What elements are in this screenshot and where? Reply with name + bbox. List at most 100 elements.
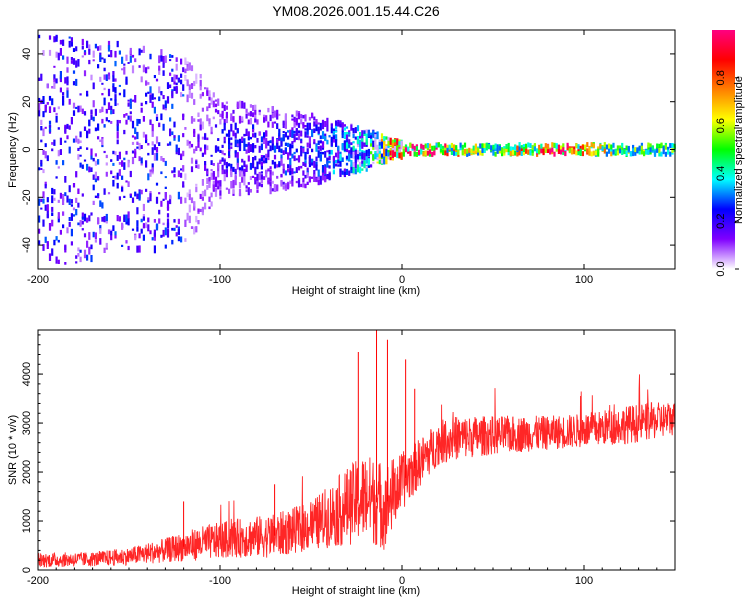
heatmap-cell (142, 116, 145, 122)
heatmap-cell (64, 77, 67, 84)
heatmap-cell (263, 176, 266, 180)
heatmap-cell (79, 93, 82, 96)
heatmap-cell (155, 136, 159, 144)
heatmap-cell (352, 151, 355, 159)
heatmap-cell (555, 143, 558, 149)
heatmap-cell (345, 142, 349, 149)
heatmap-cell (221, 110, 224, 119)
snr-background (38, 330, 675, 570)
heatmap-cell (219, 113, 222, 118)
heatmap-cell (90, 155, 93, 160)
heatmap-cell (131, 228, 135, 231)
heatmap-cell (70, 37, 73, 43)
heatmap-cell (166, 200, 170, 209)
heatmap-cell (265, 130, 268, 137)
heatmap-cell (359, 152, 362, 156)
heatmap-cell (131, 150, 135, 154)
heatmap-cell (295, 180, 298, 184)
heatmap-cell (433, 150, 436, 156)
heatmap-cell (129, 103, 132, 109)
heatmap-cell (330, 127, 333, 134)
heatmap-cell (94, 108, 97, 116)
heatmap-cell (420, 149, 423, 155)
heatmap-cell (88, 119, 91, 126)
heatmap-cell (271, 121, 274, 128)
heatmap-cell (101, 145, 104, 148)
heatmap-cell (217, 162, 220, 169)
heatmap-cell (271, 180, 274, 184)
heatmap-cell (640, 149, 643, 155)
heatmap-cell (173, 74, 176, 82)
heatmap-cell (129, 98, 132, 104)
heatmap-cell (335, 139, 338, 147)
heatmap-cell (660, 142, 663, 148)
heatmap-cell (260, 136, 263, 143)
heatmap-cell (446, 147, 449, 153)
heatmap-cell (147, 217, 150, 223)
heatmap-cell (136, 207, 139, 215)
heatmap-cell (173, 135, 176, 139)
heatmap-cell (79, 140, 82, 143)
heatmap-cell (426, 150, 429, 156)
heatmap-cell (282, 163, 285, 170)
heatmap-cell (238, 143, 242, 152)
heatmap-cell (75, 197, 78, 203)
heatmap-cell (66, 227, 69, 234)
x-tick-label: 100 (575, 274, 593, 286)
heatmap-cell (219, 196, 222, 200)
heatmap-cell (103, 87, 106, 91)
heatmap-cell (328, 151, 331, 159)
heatmap-cell (134, 191, 137, 197)
heatmap-cell (68, 146, 71, 154)
heatmap-cell (217, 181, 220, 187)
heatmap-cell (62, 101, 65, 106)
heatmap-cell (131, 54, 135, 58)
heatmap-cell (315, 177, 318, 183)
heatmap-cell (341, 128, 344, 132)
heatmap-cell (492, 144, 495, 150)
heatmap-cell (188, 90, 191, 98)
heatmap-cell (138, 65, 141, 68)
heatmap-cell (592, 150, 595, 156)
heatmap-cell (256, 173, 259, 179)
heatmap-cell (177, 191, 180, 200)
heatmap-cell (123, 114, 126, 118)
heatmap-cell (324, 166, 327, 174)
heatmap-cell (223, 173, 226, 182)
heatmap-cell (72, 58, 76, 65)
heatmap-cell (361, 130, 364, 136)
heatmap-cell (118, 92, 121, 96)
heatmap-cell (44, 151, 47, 159)
heatmap-cell (160, 156, 163, 161)
heatmap-cell (66, 76, 69, 84)
heatmap-cell (284, 121, 287, 129)
heatmap-cell (155, 223, 159, 231)
heatmap-cell (142, 65, 145, 73)
heatmap-cell (206, 177, 209, 184)
heatmap-cell (94, 195, 97, 198)
heatmap-cell (387, 149, 390, 153)
heatmap-cell (131, 141, 135, 145)
heatmap-cell (145, 101, 148, 105)
heatmap-cell (77, 202, 80, 208)
heatmap-cell (249, 104, 252, 108)
heatmap-cell (501, 151, 504, 157)
heatmap-cell (579, 145, 582, 151)
heatmap-cell (164, 227, 167, 236)
heatmap-cell (134, 58, 137, 63)
heatmap-cell (328, 161, 331, 164)
heatmap-cell (551, 142, 554, 148)
heatmap-cell (269, 178, 272, 182)
heatmap-cell (243, 175, 246, 182)
heatmap-cell (48, 124, 52, 132)
heatmap-cell (389, 150, 392, 156)
heatmap-cell (184, 71, 187, 74)
heatmap-cell (81, 38, 84, 46)
heatmap-cell (293, 118, 296, 122)
heatmap-cell (151, 237, 154, 241)
heatmap-cell (188, 194, 191, 201)
heatmap-cell (258, 131, 261, 136)
heatmap-cell (337, 164, 340, 167)
heatmap-cell (345, 134, 349, 140)
